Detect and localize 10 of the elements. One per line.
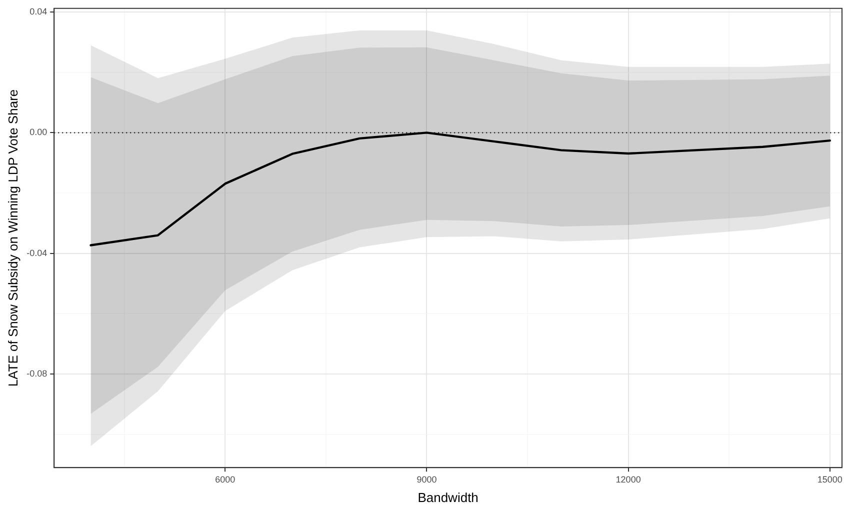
y-tick-label: -0.08	[26, 368, 48, 379]
y-tick-label: 0.00	[30, 127, 48, 138]
x-tick-label: 9000	[416, 474, 437, 484]
x-axis-title: Bandwidth	[418, 490, 478, 505]
x-tick-label: 6000	[215, 474, 236, 484]
x-tick-label: 12000	[616, 474, 641, 484]
x-tick-label: 15000	[817, 474, 842, 484]
y-tick-label: -0.04	[26, 248, 48, 258]
y-axis-title: LATE of Snow Subsidy on Winning LDP Vote Share	[5, 89, 20, 387]
y-tick-label: 0.04	[30, 6, 48, 17]
